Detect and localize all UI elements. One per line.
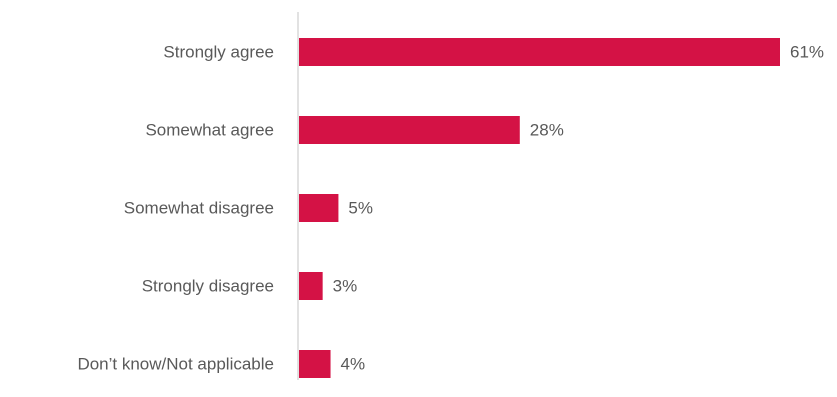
value-label-3: 3% <box>333 277 358 296</box>
bar-4 <box>299 350 331 378</box>
category-label-1: Somewhat agree <box>145 121 274 140</box>
value-label-1: 28% <box>530 121 564 140</box>
value-label-2: 5% <box>348 199 373 218</box>
bar-0 <box>299 38 780 66</box>
category-label-4: Don’t know/Not applicable <box>77 355 274 374</box>
bar-3 <box>299 272 323 300</box>
category-label-3: Strongly disagree <box>142 277 274 296</box>
category-label-0: Strongly agree <box>163 43 274 62</box>
bar-1 <box>299 116 520 144</box>
value-label-0: 61% <box>790 43 824 62</box>
bar-2 <box>299 194 339 222</box>
value-label-4: 4% <box>341 355 366 374</box>
category-label-2: Somewhat disagree <box>124 199 274 218</box>
labels-layer: Strongly agree 61% Somewhat agree 28% Somewh… <box>77 43 824 374</box>
bars-layer <box>299 38 780 378</box>
